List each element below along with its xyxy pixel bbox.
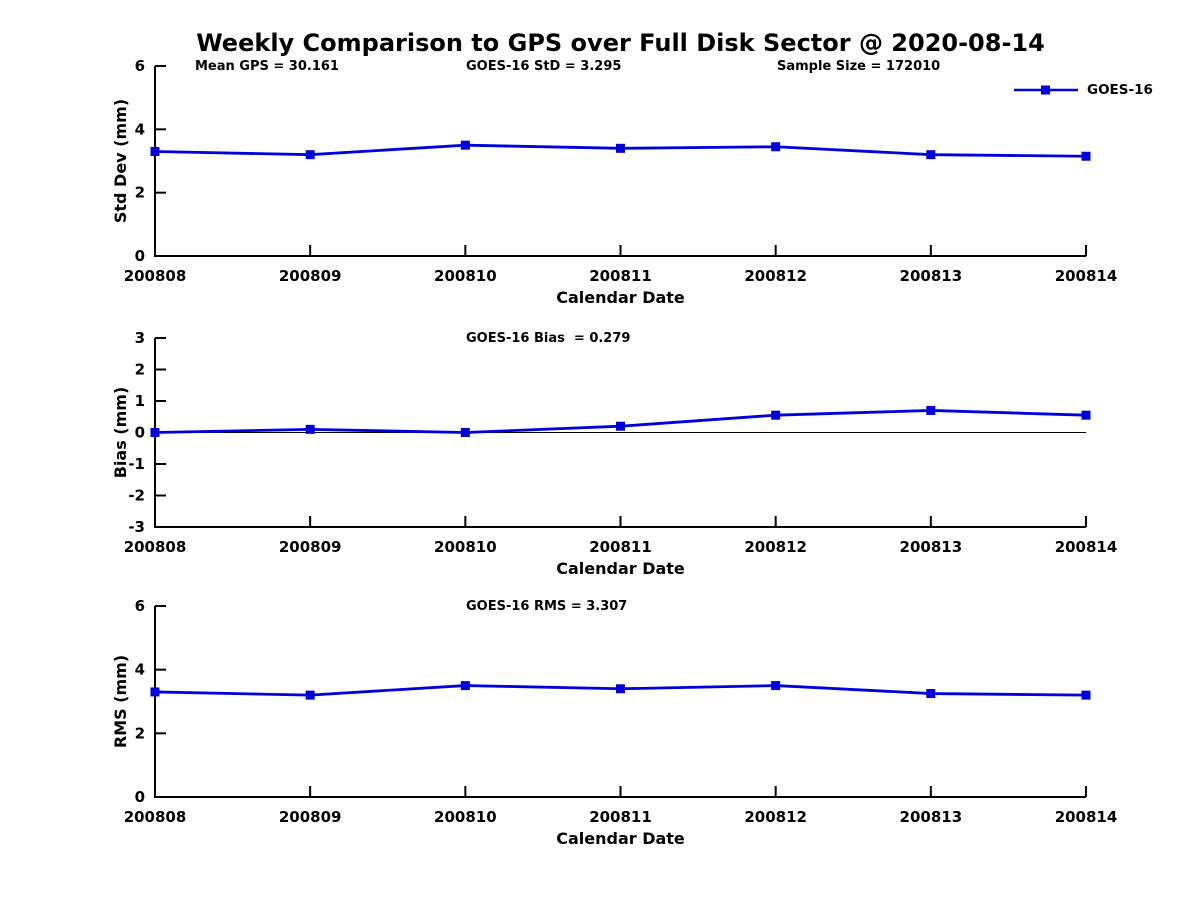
series-marker [616,421,625,431]
figure-title: Weekly Comparison to GPS over Full Disk … [196,29,1045,57]
y-tick-label: 4 [135,120,145,138]
chart-annotation: GOES-16 Bias = 0.279 [466,331,630,346]
legend: GOES-16 [1013,82,1153,98]
series-marker [1081,410,1091,420]
series-marker [305,690,315,700]
y-tick-label: -3 [128,518,145,536]
y-tick-label: 0 [135,247,145,265]
series-marker [926,150,936,160]
x-tick-label: 200810 [434,808,497,826]
series-marker [460,428,470,437]
x-tick-label: 200811 [589,538,652,556]
series-marker [771,681,781,691]
legend-series-label: GOES-16 [1087,82,1153,98]
chart-rms: 0 2 4 6 200808 200809 200810 200811 200812 200813… [111,597,1117,848]
series-marker [305,424,315,434]
annotation-mean-gps: Mean GPS = 30.161 [195,59,339,74]
y-tick-label: 6 [135,57,145,75]
y-tick-label: 0 [135,788,145,806]
x-tick-label: 200808 [124,538,187,556]
x-tick-label: 200814 [1055,267,1118,285]
series-marker [1081,151,1091,161]
y-tick-label: -2 [128,487,145,505]
x-tick-label: 200809 [279,267,342,285]
series-marker [771,410,781,420]
x-tick-label: 200814 [1055,808,1118,826]
y-tick-label: -1 [128,455,145,473]
series-marker [926,689,936,699]
y-tick-label: 2 [135,361,145,379]
x-tick-label: 200810 [434,267,497,285]
x-tick-label: 200813 [900,538,963,556]
x-tick-label: 200813 [900,808,963,826]
x-tick-label: 200811 [589,808,652,826]
series-marker [150,428,160,437]
x-tick-label: 200812 [744,267,807,285]
y-tick-label: 3 [135,329,145,347]
x-tick-label: 200809 [279,808,342,826]
series-marker [305,150,315,160]
x-tick-label: 200814 [1055,538,1118,556]
chart-annotation: GOES-16 RMS = 3.307 [466,599,627,614]
chart-std-dev: 0 2 4 6 200808 200809 200810 200811 200812 200813… [111,57,1117,307]
x-tick-label: 200808 [124,808,187,826]
y-tick-label: 4 [135,661,145,679]
x-axis-title: Calendar Date [556,288,685,307]
x-tick-label: 200812 [744,808,807,826]
x-tick-label: 200812 [744,538,807,556]
series-marker [926,405,936,415]
series-marker [616,143,625,153]
x-axis-title: Calendar Date [556,829,685,848]
x-tick-label: 200809 [279,538,342,556]
x-tick-label: 200811 [589,267,652,285]
x-tick-label: 200810 [434,538,497,556]
series-marker [460,681,470,691]
series-marker [771,142,781,152]
annotation-sample-size: Sample Size = 172010 [777,59,941,74]
axis-spines [154,606,1086,798]
axis-spines [154,66,1086,257]
y-axis-title: RMS (mm) [111,655,130,748]
y-tick-label: 1 [135,392,145,410]
series-marker [1081,690,1091,700]
y-tick-label: 2 [135,724,145,742]
y-tick-label: 2 [135,184,145,202]
chart-bias: 3 2 1 0 -1 -2 -3 200808 200809 200810 200811 200812… [111,329,1117,578]
series-marker [460,140,470,150]
x-axis-title: Calendar Date [556,559,685,578]
x-tick-label: 200808 [124,267,187,285]
y-tick-label: 0 [135,424,145,442]
y-axis-title: Std Dev (mm) [111,99,130,223]
annotation-goes16-std: GOES-16 StD = 3.295 [466,59,622,74]
series-marker [150,147,160,156]
y-tick-label: 6 [135,597,145,615]
y-axis-title: Bias (mm) [111,387,130,479]
legend-line-marker-icon [1014,85,1078,95]
x-tick-label: 200813 [900,267,963,285]
series-marker [616,684,625,694]
series-marker [150,687,160,697]
